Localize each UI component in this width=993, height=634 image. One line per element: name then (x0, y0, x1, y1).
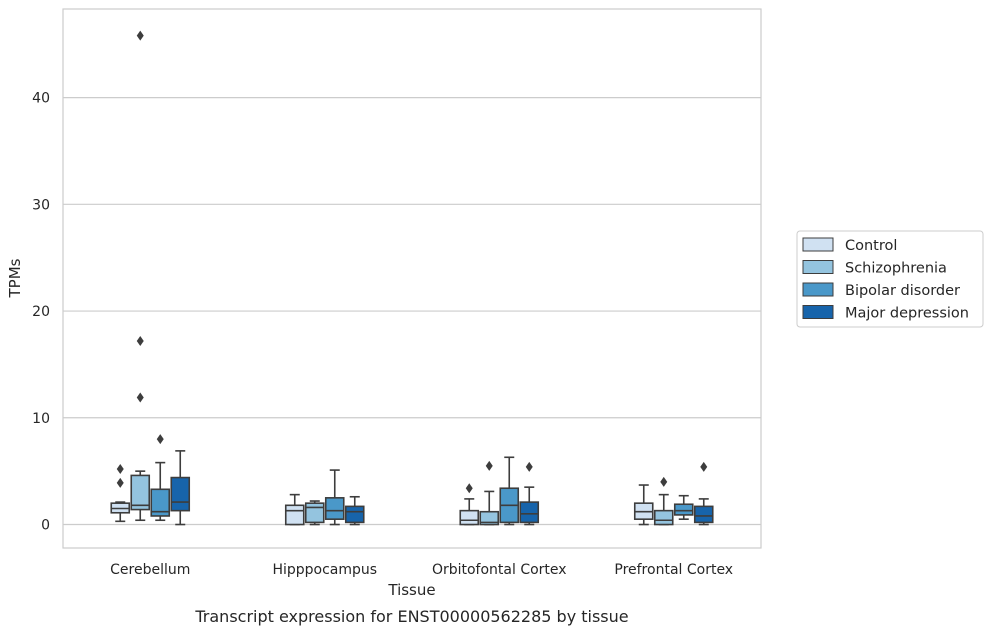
box-control (459, 483, 480, 526)
x-tick-label: Orbitofontal Cortex (432, 562, 567, 578)
legend-label: Bipolar disorder (845, 283, 960, 299)
iqr-box (459, 509, 480, 526)
box-major-depression (170, 450, 191, 526)
box-control (284, 493, 305, 526)
legend-frame (796, 230, 984, 328)
iqr-box (304, 502, 325, 524)
outlier-point (700, 461, 708, 472)
outlier-point (116, 464, 124, 475)
y-tick-label: 20 (32, 304, 50, 320)
x-axis-label: Tissue (387, 581, 435, 599)
outlier-point (660, 476, 668, 487)
iqr-box (653, 509, 674, 526)
box-bipolar-disorder (673, 494, 694, 520)
legend-swatch (802, 260, 834, 274)
outlier-point (156, 434, 164, 445)
y-tick-label: 10 (32, 411, 50, 427)
x-tick-label: Cerebellum (110, 562, 190, 578)
iqr-box (519, 501, 540, 524)
box-bipolar-disorder (150, 434, 171, 522)
iqr-box (673, 503, 694, 516)
y-tick-label: 40 (32, 91, 50, 107)
iqr-box (284, 504, 305, 526)
iqr-box (324, 497, 345, 520)
box-major-depression (519, 461, 540, 526)
iqr-box (150, 488, 171, 517)
outlier-point (485, 460, 493, 471)
x-tick-label: Hipppocampus (272, 562, 377, 578)
outlier-point (465, 483, 473, 494)
legend-swatch (802, 305, 834, 319)
legend-label: Major depression (845, 306, 969, 322)
y-tick-label: 30 (32, 197, 50, 213)
iqr-box (170, 476, 191, 512)
box-schizophrenia (130, 30, 151, 522)
iqr-box (479, 510, 500, 526)
outlier-point (136, 392, 144, 403)
iqr-box (344, 505, 365, 524)
box-schizophrenia (653, 476, 674, 526)
outlier-point (136, 30, 144, 41)
box-control (633, 484, 654, 526)
legend-swatch (802, 237, 834, 252)
box-schizophrenia (479, 460, 500, 526)
chart-caption: Transcript expression for ENST0000056228… (194, 607, 628, 626)
box-major-depression (693, 461, 714, 526)
x-tick-labels: Cerebellum Hipppocampus Orbitofontal Corte… (110, 562, 733, 578)
y-axis-label: TPMs (6, 258, 24, 298)
outlier-point (525, 461, 533, 472)
plot-frame (62, 8, 762, 549)
box-bipolar-disorder (324, 469, 345, 526)
box-bipolar-disorder (499, 456, 520, 526)
outlier-point (116, 477, 124, 488)
plot-background (63, 9, 761, 548)
box-major-depression (344, 495, 365, 526)
legend-label: Control (845, 238, 897, 254)
boxes-layer (110, 30, 714, 526)
legend: Control Schizophrenia Bipolar disorder Majo… (796, 230, 984, 328)
iqr-box (693, 505, 714, 524)
outlier-point (136, 335, 144, 346)
y-tick-label: 0 (41, 518, 50, 534)
legend-label: Schizophrenia (845, 261, 947, 277)
iqr-box (130, 474, 151, 511)
legend-swatch (802, 282, 834, 297)
box-schizophrenia (304, 500, 325, 526)
y-tick-labels: 0 10 20 30 40 (32, 91, 50, 534)
x-tick-label: Prefrontal Cortex (614, 562, 733, 578)
box-control (110, 464, 131, 523)
